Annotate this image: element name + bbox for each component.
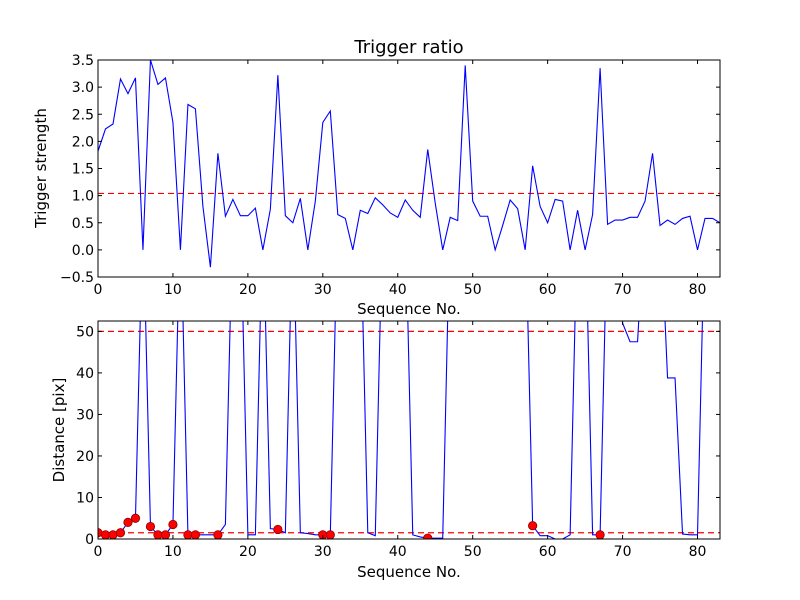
top-x-tick-label: 50	[464, 282, 482, 298]
top-y-tick-label: 3.0	[72, 80, 94, 96]
bottom-x-tick-label: 80	[689, 544, 707, 560]
bottom-y-tick-label: 10	[76, 490, 94, 506]
bottom-data-point-marker	[595, 530, 605, 539]
top-y-tick-label: −0.5	[60, 270, 94, 286]
bottom-x-tick-label: 60	[539, 544, 557, 560]
bottom-x-axis-label: Sequence No.	[357, 563, 461, 581]
top-x-tick-label: 10	[164, 282, 182, 298]
bottom-x-tick-label: 0	[94, 544, 103, 560]
bottom-x-tick-label: 20	[239, 544, 257, 560]
top-y-tick-label: 3.5	[72, 53, 94, 69]
top-x-tick-label: 80	[689, 282, 707, 298]
top-y-tick-label: 2.0	[72, 134, 94, 150]
top-plot-area	[98, 60, 720, 277]
top-x-tick-label: 30	[314, 282, 332, 298]
top-y-tick-label: 2.5	[72, 107, 94, 123]
top-x-tick-label: 60	[539, 282, 557, 298]
bottom-x-tick-label: 30	[314, 544, 332, 560]
bottom-data-point-marker	[213, 530, 223, 539]
bottom-data-point-marker	[423, 533, 433, 539]
bottom-data-point-marker	[130, 513, 141, 523]
bottom-data-point-marker	[160, 530, 171, 539]
bottom-y-tick-label: 0	[85, 532, 94, 548]
top-y-tick-label: 0.0	[72, 243, 94, 259]
bottom-data-point-marker	[123, 517, 133, 527]
top-series-line	[98, 60, 720, 268]
bottom-data-point-marker	[145, 521, 156, 532]
bottom-y-tick-label: 50	[76, 324, 94, 340]
bottom-x-tick-label: 10	[164, 544, 182, 560]
bottom-data-point-marker	[115, 528, 126, 538]
distance-chart: 0 10 20 30 40 50 60 70 80 0 10 20 30 40 50 Sequence N…	[50, 320, 721, 581]
bottom-y-tick-label: 30	[76, 407, 94, 423]
bottom-axes-frame	[97, 320, 721, 540]
bottom-x-tick-label: 50	[464, 544, 482, 560]
bottom-data-point-marker	[325, 530, 335, 539]
bottom-y-tick-label: 20	[76, 449, 94, 465]
bottom-data-point-marker	[168, 519, 178, 530]
bottom-data-point-marker	[108, 530, 118, 539]
top-x-tick-label: 0	[94, 282, 103, 298]
bottom-x-tick-label: 70	[614, 544, 632, 560]
top-x-tick-label: 20	[239, 282, 257, 298]
bottom-data-point-marker	[273, 524, 283, 535]
top-y-tick-label: 1.0	[72, 189, 94, 205]
top-x-tick-label: 70	[614, 282, 632, 298]
bottom-y-axis-label: Distance [pix]	[50, 378, 68, 483]
top-y-tick-label: 0.5	[72, 216, 94, 232]
bottom-data-point-marker	[190, 530, 201, 539]
top-x-tick-label: 40	[389, 282, 407, 298]
top-y-tick-label: 1.5	[72, 162, 94, 178]
top-y-axis-label: Trigger strength	[32, 108, 50, 229]
bottom-series-line	[98, 321, 703, 539]
bottom-x-tick-label: 40	[389, 544, 407, 560]
trigger-ratio-chart: 0 10 20 30 40 50 60 70 80 −0.5 0.0 0.5 1.0 1.5 2.0 2.5…	[32, 37, 721, 318]
bottom-y-tick-label: 40	[76, 366, 94, 382]
bottom-data-point-marker	[528, 521, 538, 531]
top-chart-title: Trigger ratio	[353, 37, 463, 58]
top-x-axis-label: Sequence No.	[357, 300, 461, 318]
